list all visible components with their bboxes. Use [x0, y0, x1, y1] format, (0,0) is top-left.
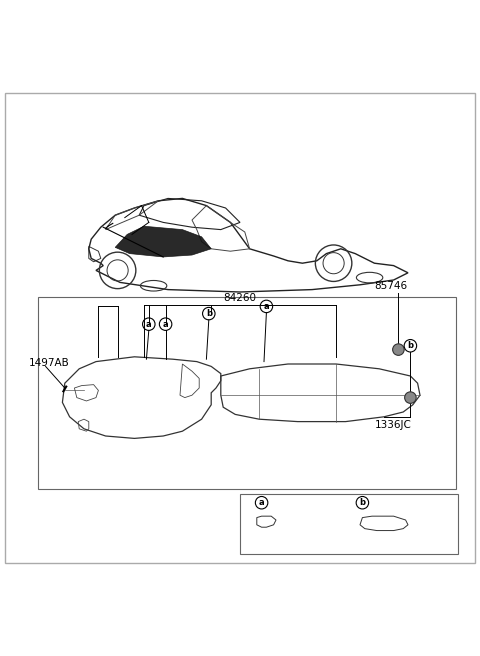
Text: 88837: 88837: [395, 502, 426, 512]
Text: b: b: [408, 341, 413, 350]
Text: 84260: 84260: [224, 293, 256, 302]
Text: a: a: [146, 319, 152, 329]
Text: 88847: 88847: [395, 496, 426, 506]
Text: 1497AB: 1497AB: [29, 358, 70, 367]
Text: b: b: [360, 498, 365, 507]
Text: 1336JC: 1336JC: [374, 420, 411, 430]
Text: 84277: 84277: [293, 497, 326, 507]
Text: a: a: [259, 498, 264, 507]
Text: a: a: [163, 319, 168, 329]
FancyBboxPatch shape: [38, 297, 456, 489]
Text: a: a: [264, 302, 269, 311]
FancyBboxPatch shape: [240, 493, 458, 554]
Text: b: b: [206, 309, 212, 318]
Text: 85746: 85746: [374, 281, 408, 291]
Circle shape: [405, 392, 416, 403]
Polygon shape: [115, 226, 211, 257]
Circle shape: [393, 344, 404, 356]
